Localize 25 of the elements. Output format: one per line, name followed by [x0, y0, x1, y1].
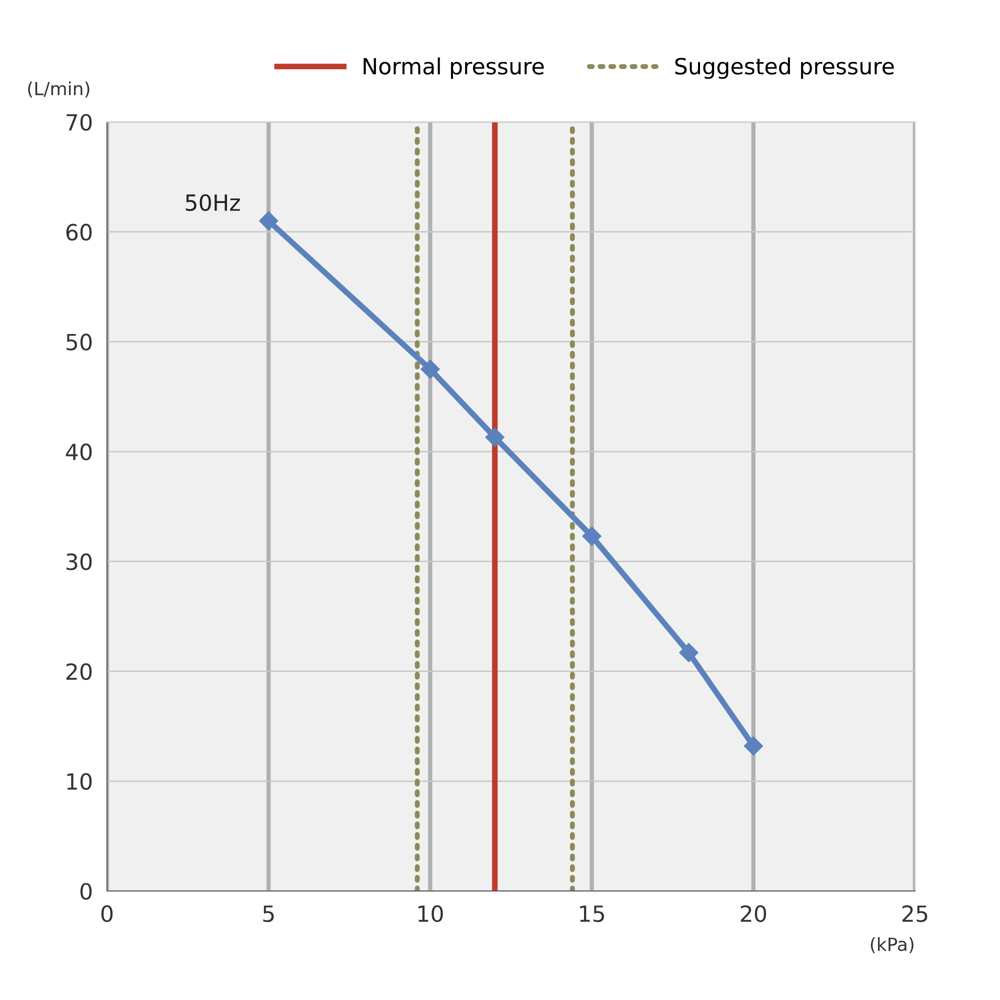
x-tick-label: 10 [418, 905, 443, 922]
y-tick-label: 20 [66, 663, 92, 680]
point [744, 736, 763, 756]
y-tick-label: 70 [66, 114, 92, 131]
y-tick-label: 50 [66, 334, 92, 350]
point [485, 428, 504, 447]
point [420, 360, 440, 379]
legend-label: Suggested pressure [675, 57, 894, 79]
series-label: 50Hz [186, 194, 240, 212]
x-tick-label: 25 [902, 905, 928, 922]
x-tick-label: 0 [101, 905, 113, 922]
point [679, 643, 698, 662]
y-tick-label: 60 [66, 224, 92, 241]
x-tick-label: 15 [580, 906, 604, 922]
point [259, 211, 278, 230]
y-tick-label: 10 [67, 773, 92, 790]
y-axis-title: (L/min) [28, 81, 90, 98]
x-tick-label: 5 [263, 906, 274, 922]
y-tick-label: 0 [80, 882, 92, 900]
y-tick-label: 30 [66, 553, 92, 570]
legend-label: Normal pressure [364, 57, 544, 79]
x-axis-title: (kPa) [870, 937, 914, 954]
point [582, 526, 602, 546]
x-tick-label: 20 [740, 905, 766, 922]
y-tick-label: 40 [66, 444, 92, 460]
